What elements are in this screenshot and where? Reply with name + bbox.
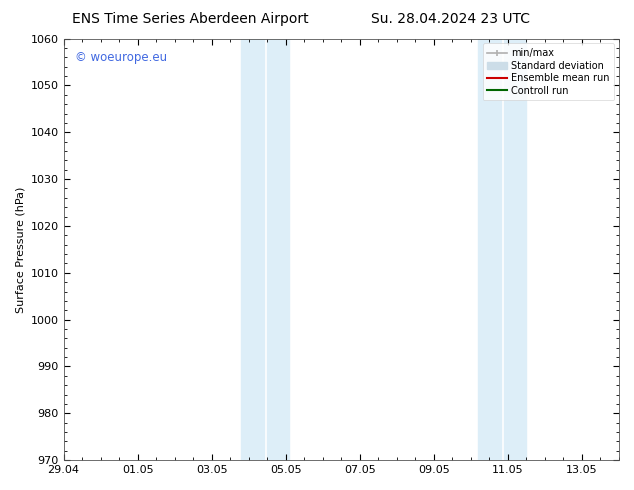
Text: ENS Time Series Aberdeen Airport: ENS Time Series Aberdeen Airport: [72, 12, 309, 26]
Bar: [242, 39, 264, 460]
Y-axis label: Surface Pressure (hPa): Surface Pressure (hPa): [15, 186, 25, 313]
Text: © woeurope.eu: © woeurope.eu: [75, 51, 167, 64]
Bar: [267, 39, 290, 460]
Text: Su. 28.04.2024 23 UTC: Su. 28.04.2024 23 UTC: [371, 12, 529, 26]
Bar: [478, 39, 500, 460]
Legend: min/max, Standard deviation, Ensemble mean run, Controll run: min/max, Standard deviation, Ensemble me…: [482, 44, 614, 100]
Bar: [504, 39, 526, 460]
